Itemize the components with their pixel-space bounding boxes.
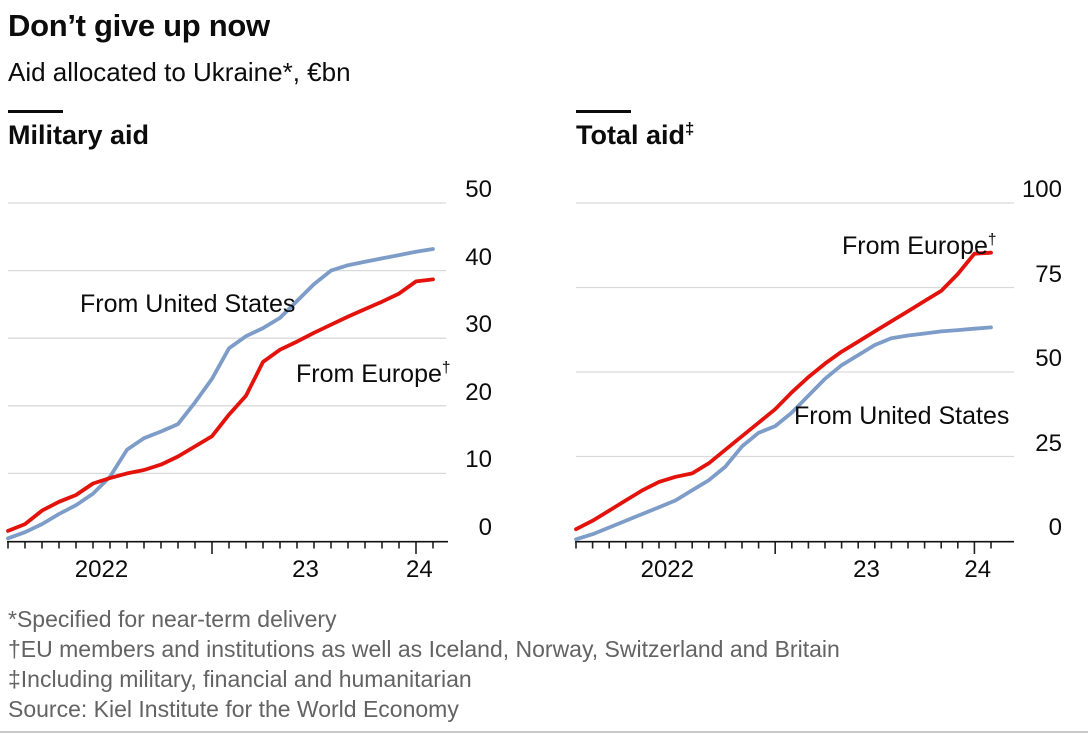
y-axis-tick-label: 25	[1035, 429, 1062, 457]
y-axis-tick-label: 50	[1035, 345, 1062, 372]
series-label: From Europe†	[842, 231, 997, 260]
panel-rule	[576, 110, 631, 113]
series-label: From United States	[794, 402, 1010, 430]
x-axis-tick-label: 2022	[74, 556, 129, 583]
y-axis-tick-label: 75	[1035, 260, 1062, 288]
footnote-line: ‡Including military, financial and human…	[8, 666, 472, 692]
y-axis-tick-label: 40	[465, 243, 492, 271]
y-axis-tick-label: 50	[465, 176, 492, 203]
source-line: Source: Kiel Institute for the World Eco…	[8, 696, 459, 722]
series-label: From Europe†	[296, 359, 451, 388]
x-axis-tick-label: 24	[406, 556, 433, 583]
series-line-europe	[6, 277, 435, 533]
bottom-divider	[0, 731, 1088, 733]
y-axis-tick-label: 30	[465, 311, 492, 339]
page-subtitle: Aid allocated to Ukraine*, €bn	[8, 57, 351, 87]
panel-title-text: Military aid	[8, 120, 150, 150]
series-line-europe	[574, 250, 993, 532]
dagger-superscript: †	[987, 231, 997, 249]
page-title: Don’t give up now	[8, 8, 270, 43]
footnotes-block: *Specified for near-term delivery †EU mem…	[8, 604, 840, 724]
x-axis-tick-label: 24	[964, 556, 992, 583]
panel-rule	[8, 110, 63, 113]
panel-head-total-aid: Total aid‡	[576, 110, 996, 151]
x-axis-tick-label: 23	[853, 556, 880, 583]
y-axis-tick-label: 0	[478, 514, 492, 541]
y-axis-tick-label: 100	[1021, 176, 1062, 203]
footnote-line: †EU members and institutions as well as …	[8, 636, 840, 662]
y-axis-tick-label: 0	[1048, 514, 1062, 541]
panel-title-text: Total aid	[576, 120, 686, 150]
series-label: From United States	[80, 290, 296, 318]
panel-title-military-aid: Military aid	[8, 120, 428, 151]
series-line-us	[6, 247, 435, 541]
dagger-superscript: †	[441, 359, 451, 377]
panel-head-military-aid: Military aid	[8, 110, 428, 151]
series-line-us	[574, 325, 993, 542]
y-axis-tick-label: 10	[465, 446, 492, 474]
x-axis-tick-label: 23	[292, 556, 319, 583]
y-axis-tick-label: 20	[465, 378, 492, 406]
panel-title-total-aid: Total aid‡	[576, 120, 996, 151]
x-axis-tick-label: 2022	[640, 556, 694, 583]
panel-title-sup: ‡	[685, 119, 695, 138]
footnote-line: *Specified for near-term delivery	[8, 606, 337, 632]
